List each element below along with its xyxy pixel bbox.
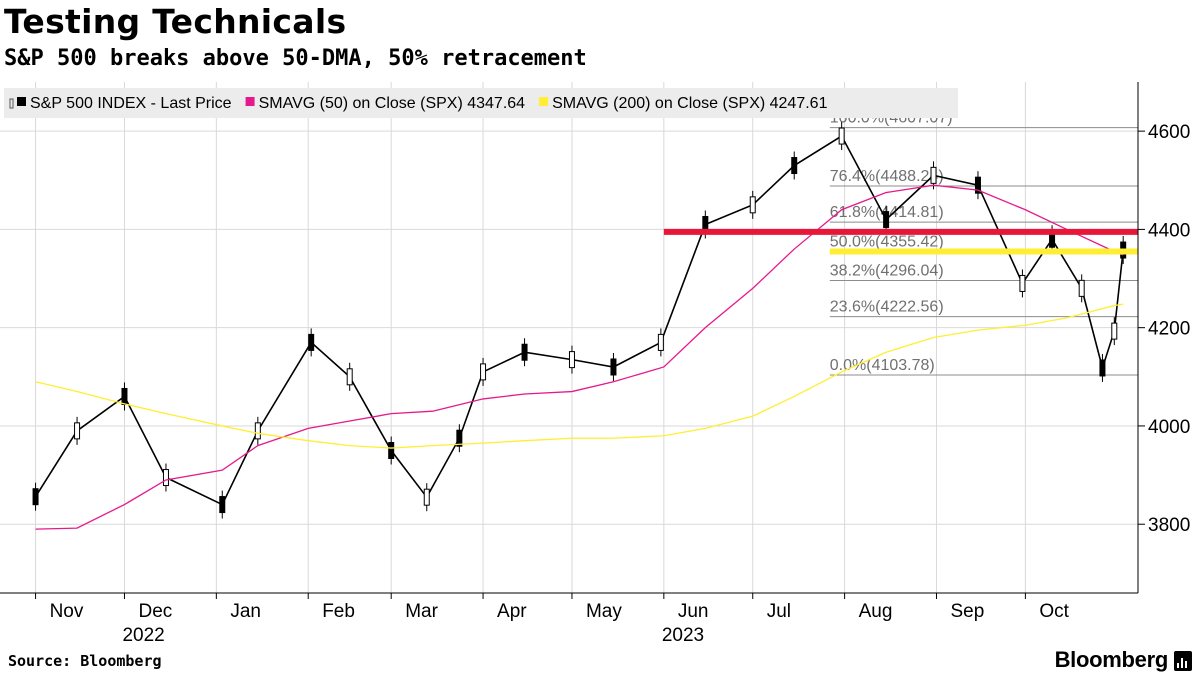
candle-body [838, 127, 845, 145]
candle-body [423, 488, 430, 506]
candle-body [974, 176, 981, 194]
fibonacci-label: 50.0%(4355.42) [830, 233, 944, 250]
y-tick-label: 3800 [1148, 515, 1190, 536]
legend-label: SMAVG (50) on Close (SPX) 4347.64 [259, 95, 526, 112]
x-tick-label: Feb [322, 601, 355, 622]
candle-body [74, 422, 81, 440]
candle-body [930, 166, 937, 184]
axes: 3800 4000 4200 4400 4600 Nov Dec Jan Feb Mar Apr Ma… [0, 82, 1190, 646]
candle-body [1019, 274, 1026, 292]
candle-body [32, 488, 39, 506]
x-tick-label: Jun [678, 601, 709, 622]
highlight-lines [663, 228, 1138, 255]
chart-title: Testing Technicals [4, 2, 347, 41]
candle-body [254, 422, 261, 440]
candle-body [791, 157, 798, 175]
fibonacci-label: 38.2%(4296.04) [830, 262, 944, 279]
series-layer [32, 122, 1127, 530]
legend-label: SMAVG (200) on Close (SPX) 4247.61 [552, 95, 827, 112]
x-tick-label: Jul [767, 601, 791, 622]
chart-subtitle: S&P 500 breaks above 50-DMA, 50% retrace… [4, 46, 587, 71]
candle-body [388, 442, 395, 460]
candle-body [219, 496, 226, 514]
candle-body [883, 211, 890, 229]
source-note: Source: Bloomberg [8, 652, 162, 670]
legend-swatch [539, 97, 549, 106]
legend-swatch [245, 97, 255, 106]
candle-body [162, 469, 169, 487]
x-tick-label: Mar [405, 601, 438, 622]
legend-handle [9, 98, 14, 109]
moving-average-line [35, 184, 1124, 530]
candle-body [521, 343, 528, 361]
y-tick-label: 4600 [1148, 122, 1190, 143]
candle-body [480, 363, 487, 381]
fibonacci-label: 0.0%(4103.78) [830, 357, 935, 374]
bloomberg-terminal-icon [1174, 651, 1192, 671]
year-label: 2023 [662, 625, 704, 646]
candle-body [1099, 359, 1106, 377]
x-tick-label: Apr [497, 601, 527, 622]
y-tick-label: 4000 [1148, 417, 1190, 438]
x-tick-label: Jan [230, 601, 261, 622]
candle-body [749, 196, 756, 214]
y-tick-label: 4200 [1148, 319, 1190, 340]
x-tick-label: Oct [1039, 601, 1069, 622]
candle-body [1111, 322, 1118, 340]
candle-body [1078, 279, 1085, 297]
fibonacci-levels: 100.0%(4607.07)76.4%(4488.24)61.8%(4414.… [829, 110, 1138, 376]
brand-logo: Bloomberg [1054, 647, 1169, 672]
grid [0, 82, 1138, 593]
candle-body [308, 333, 315, 351]
candle-body [121, 387, 128, 405]
candle-body [346, 368, 353, 386]
candle-body [657, 333, 664, 351]
candle-body [568, 351, 575, 369]
legend-swatch [17, 97, 26, 106]
moving-average-line [35, 303, 1124, 449]
fibonacci-label: 23.6%(4222.56) [830, 299, 944, 316]
candle-body [456, 429, 463, 447]
x-tick-label: May [586, 601, 622, 622]
x-tick-label: Dec [138, 601, 172, 622]
year-label: 2022 [122, 625, 164, 646]
legend: S&P 500 INDEX - Last Price SMAVG (50) on … [4, 88, 958, 118]
legend-label: S&P 500 INDEX - Last Price [30, 95, 232, 112]
x-tick-label: Sep [950, 601, 984, 622]
y-tick-label: 4400 [1148, 220, 1190, 241]
price-line [34, 134, 1124, 506]
candle-body [610, 358, 617, 376]
x-tick-label: Aug [859, 601, 893, 622]
fibonacci-label: 76.4%(4488.24) [830, 168, 944, 185]
x-tick-label: Nov [50, 601, 84, 622]
legend-background [4, 88, 958, 118]
